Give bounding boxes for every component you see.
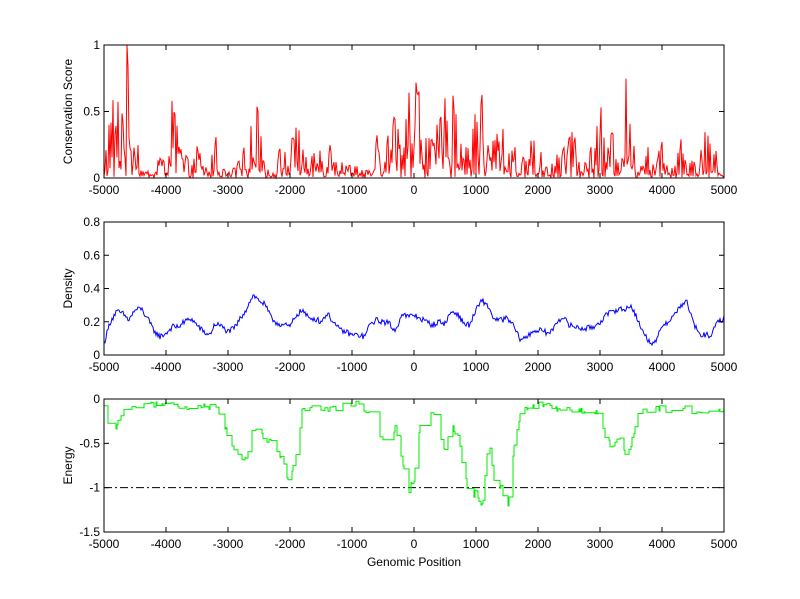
conservation-xtick-label: 5000 (711, 183, 738, 197)
energy-xtick-label: 4000 (649, 537, 676, 551)
conservation-ticks: -5000 -4000 -3000 -2000 -1000 0 1000 2000 3000 40… (83, 38, 737, 197)
density-ytick-label: 0.6 (83, 248, 100, 262)
conservation-xtick-label: -3000 (213, 183, 244, 197)
energy-ticks: -5000 -4000 -3000 -2000 -1000 0 1000 2000 3000 40… (79, 392, 737, 551)
conservation-xtick-label: 4000 (649, 183, 676, 197)
conservation-xtick-label: -2000 (275, 183, 306, 197)
energy-ytick-label: -0.5 (79, 436, 100, 450)
conservation-xtick-label: -4000 (151, 183, 182, 197)
energy-ytick-label: -1 (89, 481, 100, 495)
conservation-panel: -5000 -4000 -3000 -2000 -1000 0 1000 2000 3000 40… (61, 38, 738, 197)
density-xtick-label: -2000 (275, 360, 306, 374)
density-xtick-label: 1000 (463, 360, 490, 374)
energy-ylabel: Energy (61, 446, 75, 484)
energy-ytick-label: 0 (93, 392, 100, 406)
energy-xtick-label: -5000 (89, 537, 120, 551)
conservation-xtick-label: -5000 (89, 183, 120, 197)
energy-xtick-label: -1000 (337, 537, 368, 551)
conservation-ytick-label: 0 (93, 171, 100, 185)
energy-series-line (104, 400, 724, 507)
density-ytick-label: 0 (93, 348, 100, 362)
density-xtick-label: -3000 (213, 360, 244, 374)
density-xtick-label: -5000 (89, 360, 120, 374)
conservation-xtick-label: -1000 (337, 183, 368, 197)
density-xtick-label: 5000 (711, 360, 738, 374)
density-panel: -5000 -4000 -3000 -2000 -1000 0 1000 2000 3000 40… (61, 215, 738, 374)
conservation-xtick-label: 1000 (463, 183, 490, 197)
energy-xtick-label: 3000 (587, 537, 614, 551)
density-xtick-label: -1000 (337, 360, 368, 374)
energy-plot-area (104, 400, 724, 507)
energy-xtick-label: 5000 (711, 537, 738, 551)
x-axis-label: Genomic Position (367, 555, 461, 569)
density-ylabel: Density (61, 268, 75, 308)
conservation-ylabel: Conservation Score (61, 58, 75, 164)
conservation-xtick-label: 3000 (587, 183, 614, 197)
conservation-plot-area (103, 45, 725, 180)
density-series-line (103, 294, 725, 347)
density-xtick-label: 3000 (587, 360, 614, 374)
density-xtick-label: 4000 (649, 360, 676, 374)
conservation-ytick-label: 0.5 (83, 105, 100, 119)
energy-xtick-label: 1000 (463, 537, 490, 551)
density-xtick-label: 0 (411, 360, 418, 374)
energy-xtick-label: 0 (411, 537, 418, 551)
energy-xtick-label: -3000 (213, 537, 244, 551)
density-xtick-label: -4000 (151, 360, 182, 374)
density-xtick-label: 2000 (525, 360, 552, 374)
density-plot-area (103, 294, 725, 347)
density-ytick-label: 0.2 (83, 315, 100, 329)
energy-panel: -5000 -4000 -3000 -2000 -1000 0 1000 2000 3000 40… (61, 392, 738, 551)
energy-xtick-label: 2000 (525, 537, 552, 551)
density-ytick-label: 0.8 (83, 215, 100, 229)
energy-xtick-label: -2000 (275, 537, 306, 551)
conservation-series-line (103, 45, 725, 180)
conservation-xtick-label: 2000 (525, 183, 552, 197)
density-ticks: -5000 -4000 -3000 -2000 -1000 0 1000 2000 3000 40… (83, 215, 737, 374)
conservation-xtick-label: 0 (411, 183, 418, 197)
density-ytick-label: 0.4 (83, 282, 100, 296)
energy-xtick-label: -4000 (151, 537, 182, 551)
conservation-ytick-label: 1 (93, 38, 100, 52)
energy-ytick-label: -1.5 (79, 525, 100, 539)
